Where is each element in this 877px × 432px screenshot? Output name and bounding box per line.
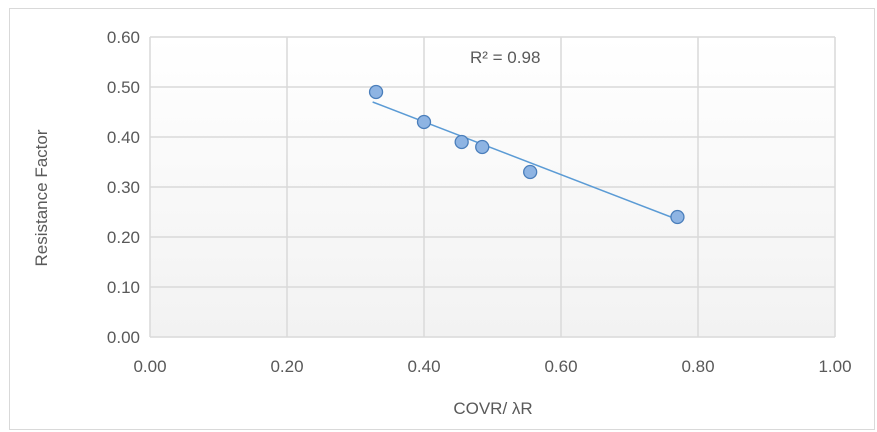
x-axis-title: COVR/ λR xyxy=(453,399,532,418)
data-point xyxy=(454,134,469,150)
y-tick-label: 0.50 xyxy=(107,78,140,97)
data-point xyxy=(416,114,432,130)
data-point xyxy=(670,209,685,225)
y-tick-label: 0.20 xyxy=(107,228,140,247)
y-tick-label: 0.30 xyxy=(107,178,140,197)
data-point xyxy=(475,139,490,155)
y-axis-title: Resistance Factor xyxy=(32,129,51,266)
y-tick-label: 0.00 xyxy=(107,328,140,347)
x-tick-label: 0.00 xyxy=(133,357,166,376)
y-tick-label: 0.40 xyxy=(107,128,140,147)
r-squared-annotation: R² = 0.98 xyxy=(470,48,540,67)
x-tick-label: 0.60 xyxy=(544,357,577,376)
data-point xyxy=(523,164,538,180)
data-point xyxy=(368,84,384,100)
x-tick-label: 0.80 xyxy=(681,357,714,376)
x-tick-label: 0.40 xyxy=(407,357,440,376)
x-tick-label: 0.20 xyxy=(270,357,303,376)
x-tick-label: 1.00 xyxy=(818,357,851,376)
y-tick-label: 0.10 xyxy=(107,278,140,297)
data-points xyxy=(368,84,685,225)
gridlines xyxy=(149,36,836,338)
x-tick-labels: 0.00 0.20 0.40 0.60 0.80 1.00 xyxy=(133,357,851,376)
y-tick-labels: 0.00 0.10 0.20 0.30 0.40 0.50 0.60 xyxy=(107,28,140,347)
y-tick-label: 0.60 xyxy=(107,28,140,47)
